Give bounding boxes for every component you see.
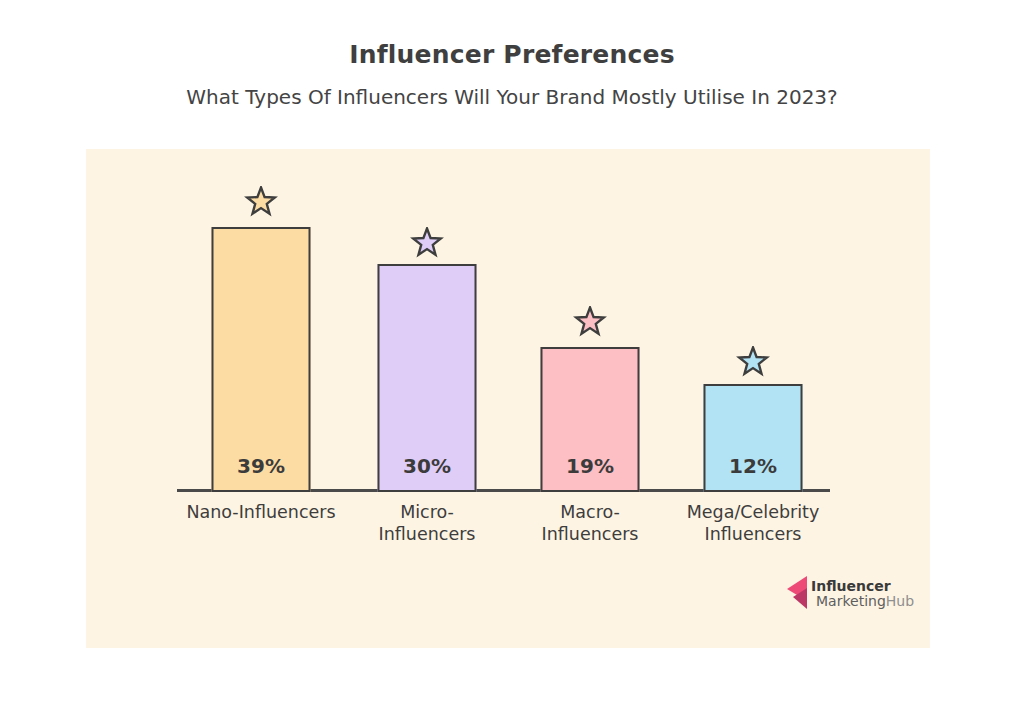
star-icon	[573, 306, 607, 338]
influencer-marketinghub-logo: Influencer MarketingHub	[786, 576, 914, 610]
chart-panel: 39% Nano-Influencers 30% Micro- Influenc…	[86, 149, 930, 648]
logo-text: Influencer MarketingHub	[811, 576, 914, 609]
plot-area: 39% Nano-Influencers 30% Micro- Influenc…	[86, 149, 930, 648]
logo-hub-text: Hub	[886, 593, 914, 609]
bar-category-label: Micro- Influencers	[342, 501, 512, 545]
bar: 12%	[704, 384, 803, 492]
bar: 19%	[541, 347, 640, 492]
bar: 30%	[378, 264, 477, 492]
star-icon	[244, 186, 278, 218]
bar-category-label: Nano-Influencers	[176, 501, 346, 523]
star-icon	[410, 227, 444, 259]
bar-group: 39% Nano-Influencers	[176, 149, 346, 648]
bar: 39%	[212, 227, 311, 492]
bar-value-label: 19%	[543, 454, 638, 478]
bar-category-label: Mega/Celebrity Influencers	[668, 501, 838, 545]
bar-group: 30% Micro- Influencers	[342, 149, 512, 648]
logo-brand-line2: MarketingHub	[811, 594, 914, 609]
logo-marketing-text: Marketing	[816, 593, 886, 609]
bar-group: 19% Macro- Influencers	[505, 149, 675, 648]
logo-brand-line1: Influencer	[811, 579, 914, 594]
chart-subtitle: What Types Of Influencers Will Your Bran…	[0, 85, 1024, 109]
star-icon	[736, 346, 770, 378]
bar-group: 12% Mega/Celebrity Influencers	[668, 149, 838, 648]
bar-value-label: 12%	[706, 454, 801, 478]
logo-arrow-icon	[786, 576, 808, 610]
chart-title: Influencer Preferences	[0, 40, 1024, 69]
bar-category-label: Macro- Influencers	[505, 501, 675, 545]
bar-value-label: 30%	[380, 454, 475, 478]
bar-value-label: 39%	[214, 454, 309, 478]
